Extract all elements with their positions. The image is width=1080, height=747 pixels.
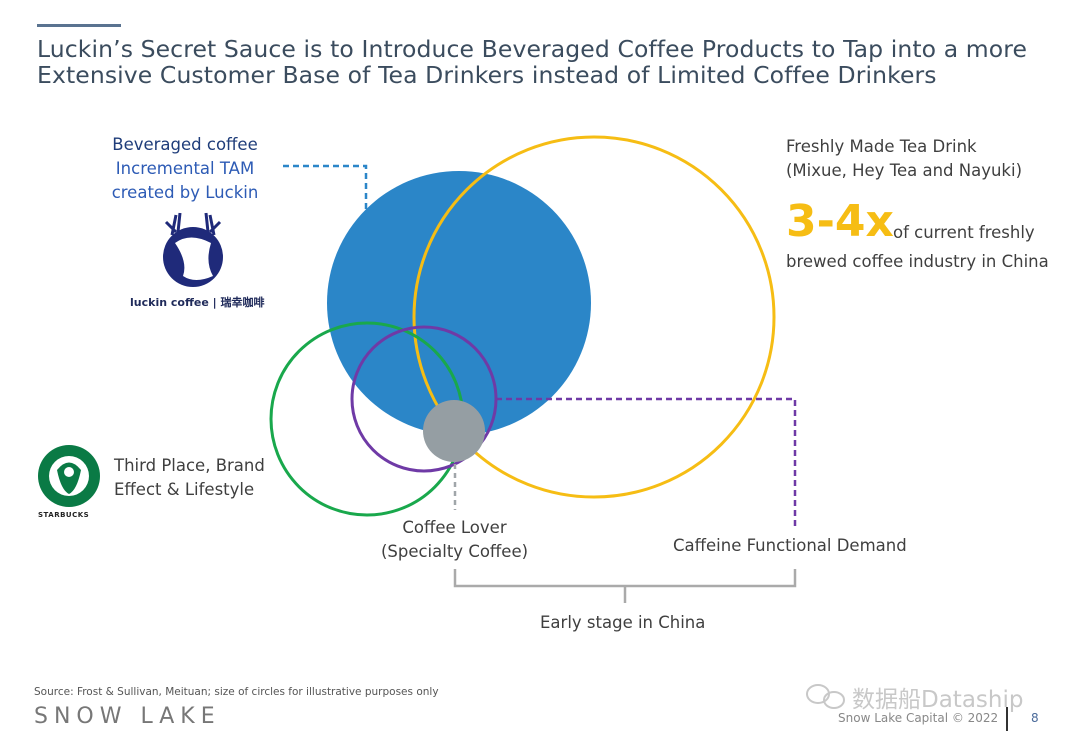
third-place-line-1: Third Place, Brand: [114, 456, 265, 475]
beverage-label-line-2: Incremental TAM: [115, 159, 255, 178]
luckin-logo-text: luckin coffee | 瑞幸咖啡: [130, 296, 265, 309]
beverage-connector: [283, 164, 368, 210]
source-note: Source: Frost & Sullivan, Meituan; size …: [34, 686, 439, 698]
coffee-lover-label: Coffee Lover (Specialty Coffee): [376, 516, 533, 564]
beverage-label: Beveraged coffee Incremental TAM created…: [95, 133, 275, 205]
starbucks-siren-logo: [38, 445, 100, 507]
tea-drink-circle: [412, 135, 776, 499]
page-number: 8: [1031, 711, 1039, 725]
beveraged-coffee-circle: [327, 171, 591, 435]
wechat-icon: [806, 684, 845, 709]
beverage-label-line-1: Beveraged coffee: [112, 135, 258, 154]
copyright: Snow Lake Capital © 2022: [838, 711, 999, 725]
luckin-deer-logo: [163, 212, 223, 287]
early-stage-label: Early stage in China: [540, 613, 706, 632]
tea-label-line-1: Freshly Made Tea Drink: [786, 137, 977, 156]
beverage-label-line-3: created by Luckin: [111, 183, 259, 202]
coffee-lover-line-1: Coffee Lover: [402, 518, 507, 537]
multiplier-desc-1: of current freshly: [893, 223, 1035, 242]
page-divider: [1006, 707, 1008, 731]
coffee-lover-circle: [423, 400, 485, 462]
watermark-text: 数据船Dataship: [852, 687, 1024, 713]
tea-label: Freshly Made Tea Drink (Mixue, Hey Tea a…: [786, 135, 1022, 183]
third-place-line-2: Effect & Lifestyle: [114, 480, 255, 499]
title-accent-bar: [37, 24, 121, 27]
page-title: Luckin’s Secret Sauce is to Introduce Be…: [37, 36, 1047, 88]
title-line-2: Extensive Customer Base of Tea Drinkers …: [37, 61, 937, 89]
caffeine-label: Caffeine Functional Demand: [673, 536, 907, 555]
title-line-1: Luckin’s Secret Sauce is to Introduce Be…: [37, 35, 1028, 63]
starbucks-logo-text: STARBUCKS: [38, 511, 90, 519]
multiplier-desc-2: brewed coffee industry in China: [786, 252, 1049, 271]
coffee-lover-line-2: (Specialty Coffee): [380, 542, 529, 561]
caffeine-connector: [496, 397, 797, 527]
tea-label-line-2: (Mixue, Hey Tea and Nayuki): [786, 161, 1023, 180]
third-place-label: Third Place, Brand Effect & Lifestyle: [114, 454, 265, 502]
brand-name: SNOW LAKE: [34, 704, 221, 729]
multiplier-value: 3-4x: [786, 196, 894, 247]
early-stage-bracket: [453, 569, 797, 603]
